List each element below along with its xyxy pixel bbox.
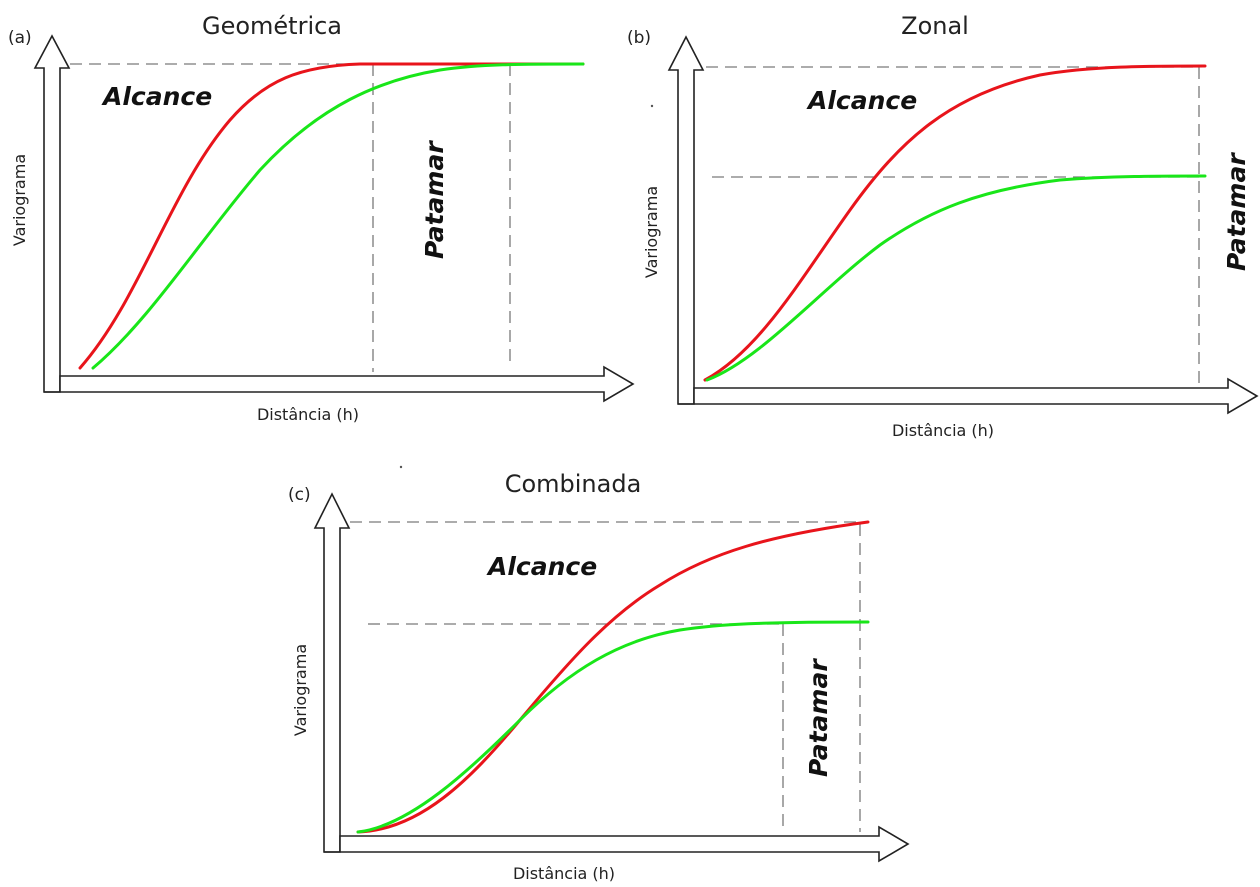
panel-c-x-label: Distância (h) (513, 864, 615, 883)
panel-a-range-annotation: Alcance (101, 82, 212, 111)
panel-c-x-axis (324, 825, 910, 863)
panel-b-x-label: Distância (h) (892, 421, 994, 440)
panel-a-curve-red (78, 62, 585, 370)
panel-b-range-annotation: Alcance (806, 86, 917, 115)
panel-b: (b) Zonal Alcance Patamar Variograma Dis… (627, 12, 1259, 440)
panel-b-curve-red (703, 64, 1207, 382)
stray-dot (399, 465, 403, 469)
panel-b-sill-annotation: Patamar (1222, 152, 1251, 271)
panel-c-y-axis (313, 492, 351, 853)
panel-b-x-axis (678, 377, 1259, 415)
panel-c-curve-red (356, 520, 870, 834)
panel-c-label: (c) (288, 485, 311, 505)
panel-b-y-label: Variograma (642, 186, 661, 278)
panel-a-y-label: Variograma (10, 154, 29, 246)
panel-a-sill-annotation: Patamar (420, 140, 449, 259)
panel-a-curve-green (91, 62, 585, 370)
panel-c: (c) Combinada Alcance Patamar Variograma… (288, 470, 910, 883)
panel-a-y-axis (33, 34, 71, 393)
panel-b-label: (b) (627, 28, 651, 48)
panel-b-title: Zonal (901, 12, 969, 40)
panel-a-title: Geométrica (202, 12, 342, 40)
panel-b-stray-dot (650, 104, 654, 108)
panel-c-y-label: Variograma (291, 644, 310, 736)
panel-c-range-annotation: Alcance (486, 552, 597, 581)
panel-b-curve-green (705, 174, 1207, 382)
panel-c-curve-green (356, 620, 870, 834)
panel-a-x-axis (44, 365, 635, 403)
panel-a-x-label: Distância (h) (257, 405, 359, 424)
panel-c-sill-annotation: Patamar (804, 658, 833, 777)
panel-a-label: (a) (8, 28, 32, 48)
panel-a: (a) Geométrica Alcance Patamar Variogram… (8, 12, 635, 424)
panel-b-y-axis (667, 35, 705, 405)
panel-c-title: Combinada (505, 470, 642, 498)
